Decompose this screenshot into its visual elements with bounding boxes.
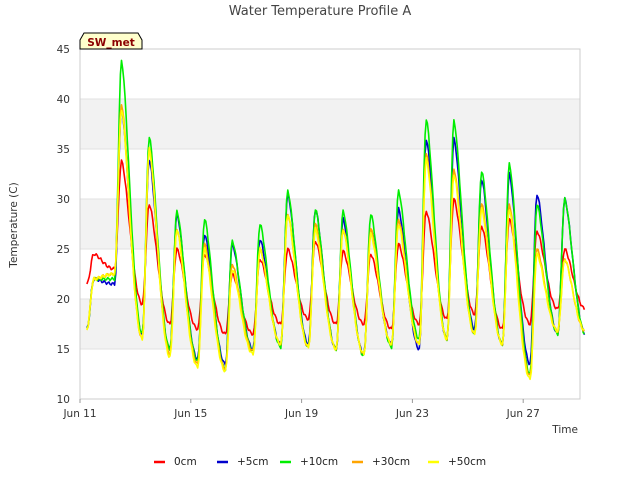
x-tick-label: Jun 11 [62,408,96,420]
x-axis-title: Time [551,424,578,436]
legend-label: 0cm [174,456,197,468]
series-line-0cm [86,159,586,336]
background-bands [80,99,580,349]
y-tick-label: 25 [57,244,70,256]
y-tick-label: 20 [57,294,70,306]
legend-label: +30cm [372,456,410,468]
legend-item: +50cm [428,456,486,468]
y-tick-label: 45 [57,44,70,56]
legend-item: +10cm [280,456,338,468]
plot-area [79,48,581,400]
site-badge-label: SW_met [87,37,134,49]
x-tick-label: Jun 19 [284,408,318,420]
y-tick-label: 40 [57,94,70,106]
legend-item: +30cm [352,456,410,468]
legend-label: +10cm [300,456,338,468]
x-axis-ticks: Jun 11 Jun 15 Jun 19 Jun 23 Jun 27 [62,399,540,420]
series-layer [86,59,586,381]
grid-band [80,199,580,249]
y-tick-label: 15 [57,344,70,356]
legend-label: +50cm [448,456,486,468]
x-tick-label: Jun 23 [395,408,429,420]
x-tick-label: Jun 15 [173,408,207,420]
legend-item: +5cm [217,456,268,468]
chart-title: Water Temperature Profile A [229,4,412,19]
site-badge: SW_met [79,32,143,50]
y-tick-label: 35 [57,144,70,156]
y-tick-label: 10 [57,394,70,406]
series-line-plus-50cm [86,109,585,381]
legend-label: +5cm [237,456,268,468]
x-tick-label: Jun 27 [506,408,540,420]
y-axis-title: Temperature (C) [8,182,20,268]
grid-band [80,99,580,149]
site-badge-box [79,32,143,50]
legend-item: 0cm [154,456,197,468]
y-tick-label: 30 [57,194,70,206]
legend: 0cm +5cm +10cm +30cm +50cm [154,456,486,468]
y-axis-ticks: 10 15 20 25 30 35 40 45 [57,44,70,406]
